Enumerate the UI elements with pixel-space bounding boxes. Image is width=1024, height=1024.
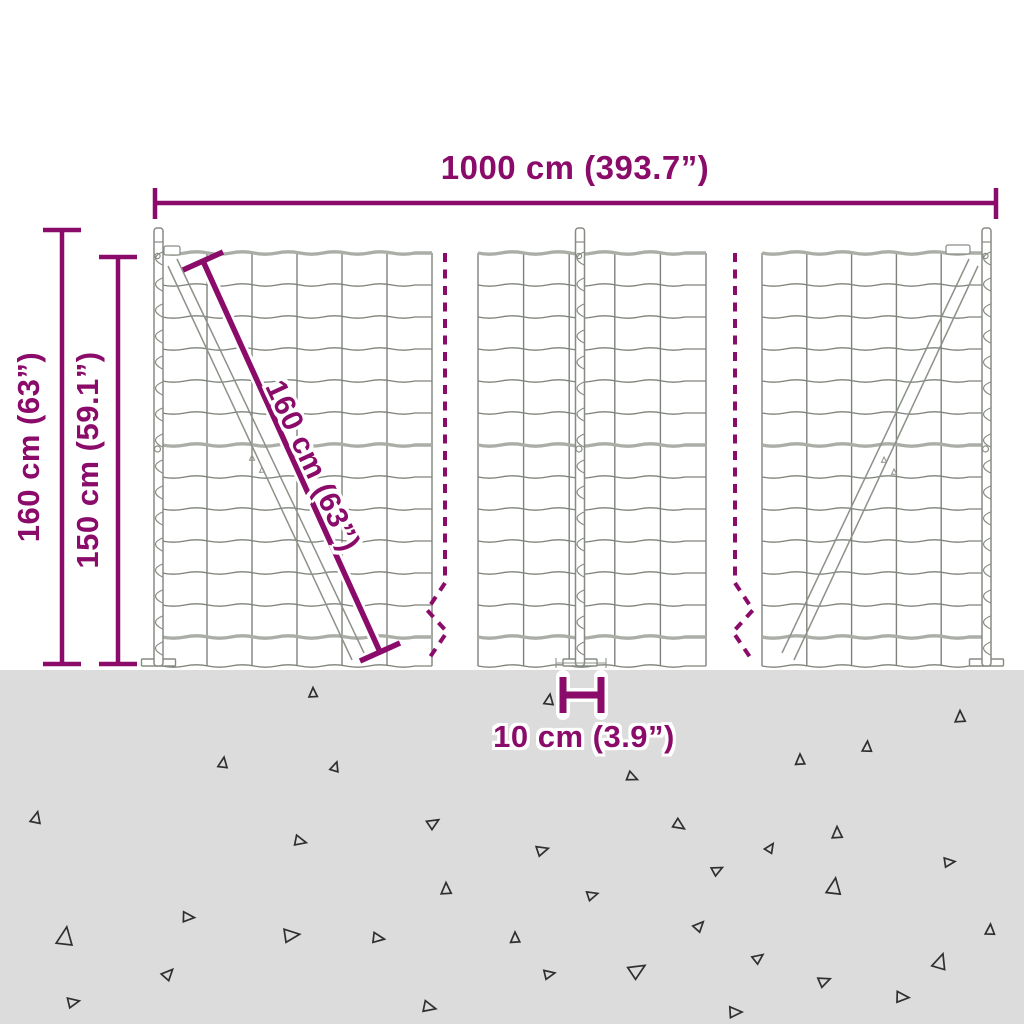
diagonal-braces: [167, 258, 979, 661]
dimension-label-height-above-ground: 150 cm (59.1”): [70, 351, 105, 569]
diagonal-dimension: [181, 249, 402, 664]
ground-area: [0, 670, 1024, 1024]
fence-posts: [140, 227, 1005, 667]
base-plate-measure: [555, 658, 607, 668]
dimension-label-total-height: 160 cm (63”): [11, 351, 46, 543]
dimension-label-base-plate-width: 10 cm (3.9”): [493, 719, 675, 754]
dimension-lines: [43, 188, 999, 667]
ground-triangle-markers: [28, 685, 996, 1019]
dimension-label-total-width: 1000 cm (393.7”): [440, 149, 710, 186]
base-width-marker: [556, 670, 608, 720]
mesh-panels: [161, 250, 987, 668]
break-lines: [424, 253, 756, 662]
